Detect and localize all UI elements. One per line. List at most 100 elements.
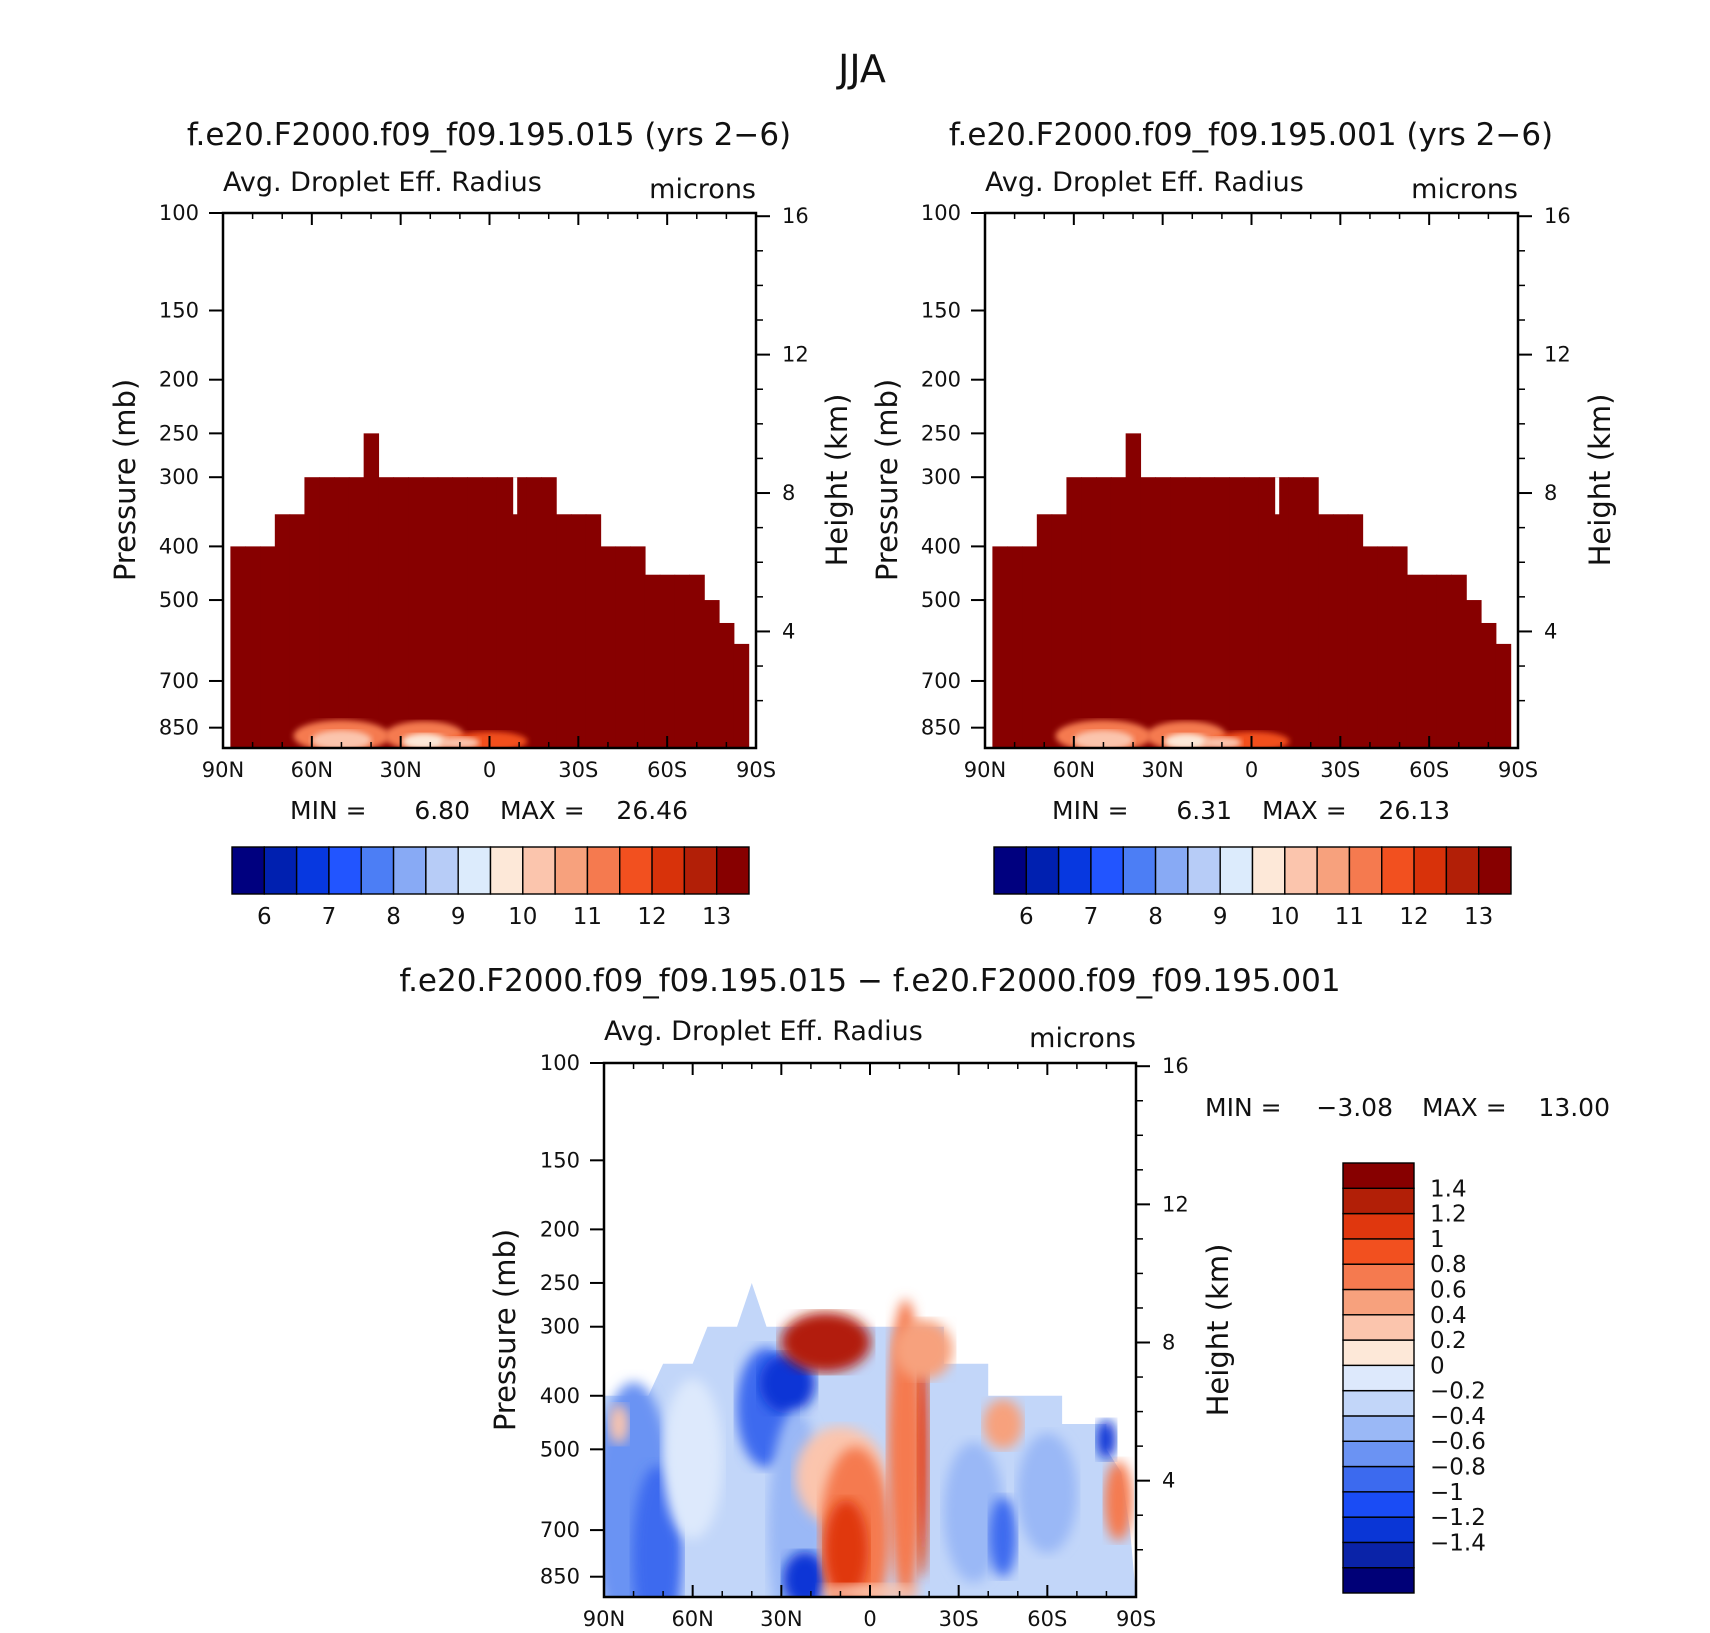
cloud-gap: [513, 477, 518, 515]
x-tick-label: 90S: [736, 758, 776, 782]
colorbar-swatch: [993, 846, 1028, 895]
colorbar-label: 11: [573, 904, 602, 930]
y2-tick-label: 4: [1162, 1469, 1175, 1493]
cloud-column: [363, 433, 380, 748]
panel-3-axes: 90N 60N 30N 0 30S 60S 90S 100 150 200 250 300 400 500…: [540, 1051, 1189, 1631]
panel-3-max-label: MAX =: [1422, 1093, 1507, 1122]
x-tick-label: 60N: [1053, 758, 1095, 782]
cloud-column: [274, 514, 291, 748]
y-tick-label: 500: [159, 588, 199, 612]
panel-3-units: microns: [1029, 1023, 1136, 1054]
cloud-column: [1140, 477, 1156, 748]
cloud-column: [704, 600, 720, 748]
colorbar-swatch: [1342, 1491, 1415, 1518]
colorbar-swatch: [1348, 846, 1383, 895]
y2-tick-label: 8: [782, 481, 795, 505]
y-tick-label: 700: [540, 1518, 580, 1542]
cloud-column: [585, 514, 602, 748]
y-tick-label: 250: [159, 421, 199, 445]
panel-2-variable: Avg. Droplet Eff. Radius: [985, 167, 1304, 198]
cloud-column: [644, 574, 661, 748]
y-tick-label: 700: [159, 669, 199, 693]
panel-1-stats: MIN = 6.80 MAX = 26.46: [290, 796, 688, 825]
y-tick-label: 200: [540, 1217, 580, 1241]
diff-contour-patch: [893, 1319, 954, 1380]
colorbar-label: 6: [257, 904, 272, 930]
colorbar-swatch: [1342, 1465, 1415, 1493]
cloud-column: [393, 477, 409, 748]
panel-2-stats: MIN = 6.31 MAX = 26.13: [1052, 796, 1450, 825]
cloud-column: [408, 477, 424, 748]
panel-1: f.e20.F2000.f09_f09.195.015 (yrs 2−6) Av…: [108, 117, 854, 930]
panel-1-plot-area: [230, 433, 750, 748]
diff-contour-patch: [943, 1442, 1004, 1583]
colorbar-swatch: [1251, 846, 1286, 895]
panel-1-max-value: 26.46: [616, 796, 688, 825]
colorbar-swatch: [715, 846, 750, 895]
y-tick-label: 700: [921, 669, 961, 693]
colorbar-label: 0: [1430, 1353, 1445, 1379]
y2-tick-label: 16: [1544, 204, 1571, 228]
colorbar-label: 1: [1430, 1227, 1445, 1253]
colorbar-swatch: [1342, 1389, 1415, 1417]
colorbar-label: 10: [1270, 904, 1299, 930]
cloud-column: [674, 574, 690, 748]
colorbar-swatch: [1057, 846, 1092, 895]
panel-1-variable: Avg. Droplet Eff. Radius: [223, 167, 542, 198]
cloud-column: [511, 477, 528, 748]
diff-contour-patch: [782, 1551, 827, 1597]
y-tick-label: 250: [540, 1271, 580, 1295]
panel-1-colorbar: 6 7 8 9 10 11 12 13: [231, 846, 750, 930]
cloud-column: [689, 574, 705, 748]
colorbar-swatch: [1342, 1288, 1415, 1316]
colorbar-swatch: [489, 846, 524, 895]
x-tick-label: 90S: [1116, 1607, 1156, 1631]
panel-1-ylabel: Pressure (mb): [108, 379, 142, 581]
diff-contour-patch: [1104, 1460, 1133, 1541]
y-tick-label: 300: [159, 465, 199, 489]
colorbar-label: 0.4: [1430, 1303, 1467, 1329]
y-tick-label: 100: [159, 201, 199, 225]
y-tick-label: 400: [540, 1384, 580, 1408]
y-tick-label: 100: [540, 1051, 580, 1075]
panel-2-min-value: 6.31: [1176, 796, 1232, 825]
colorbar-label: 7: [322, 904, 337, 930]
cloud-column: [378, 477, 394, 748]
diff-contour-patch: [989, 1496, 1017, 1577]
colorbar-label: −1: [1430, 1480, 1464, 1506]
x-tick-label: 60N: [671, 1607, 713, 1631]
colorbar-label: 12: [1399, 904, 1428, 930]
colorbar-label: −0.6: [1430, 1429, 1486, 1455]
x-tick-label: 90N: [202, 758, 244, 782]
cloud-column: [1007, 546, 1023, 748]
panel-3-min-value: −3.08: [1316, 1093, 1393, 1122]
panel-2-max-value: 26.13: [1378, 796, 1450, 825]
cloud-column: [733, 643, 750, 748]
colorbar-swatch: [295, 846, 330, 895]
y2-tick-label: 16: [1162, 1054, 1189, 1078]
panel-1-max-label: MAX =: [500, 796, 585, 825]
low-radius-contour: [311, 730, 372, 748]
colorbar-swatch: [425, 846, 459, 895]
panel-3-title: f.e20.F2000.f09_f09.195.015 − f.e20.F200…: [399, 963, 1340, 999]
colorbar-swatch: [360, 846, 395, 895]
cloud-column: [615, 546, 631, 748]
panel-3-min-label: MIN =: [1205, 1093, 1282, 1122]
diff-contour-patch: [759, 1353, 816, 1414]
colorbar-swatch: [1342, 1238, 1415, 1265]
diff-contour-patch: [1017, 1433, 1078, 1554]
cloud-column: [1421, 574, 1438, 748]
colorbar-swatch: [522, 846, 556, 895]
cloud-column: [452, 477, 468, 748]
panel-1-min-value: 6.80: [414, 796, 470, 825]
diff-contour-patch: [662, 1378, 723, 1539]
colorbar-swatch: [1342, 1415, 1415, 1442]
colorbar-label: 7: [1084, 904, 1099, 930]
panel-1-min-label: MIN =: [290, 796, 367, 825]
colorbar-swatch: [586, 846, 621, 895]
cloud-column: [1451, 574, 1467, 748]
cloud-column: [467, 477, 483, 748]
colorbar-swatch: [1090, 846, 1124, 895]
panel-2-ylabel: Pressure (mb): [870, 379, 904, 581]
y2-tick-label: 12: [1544, 343, 1571, 367]
